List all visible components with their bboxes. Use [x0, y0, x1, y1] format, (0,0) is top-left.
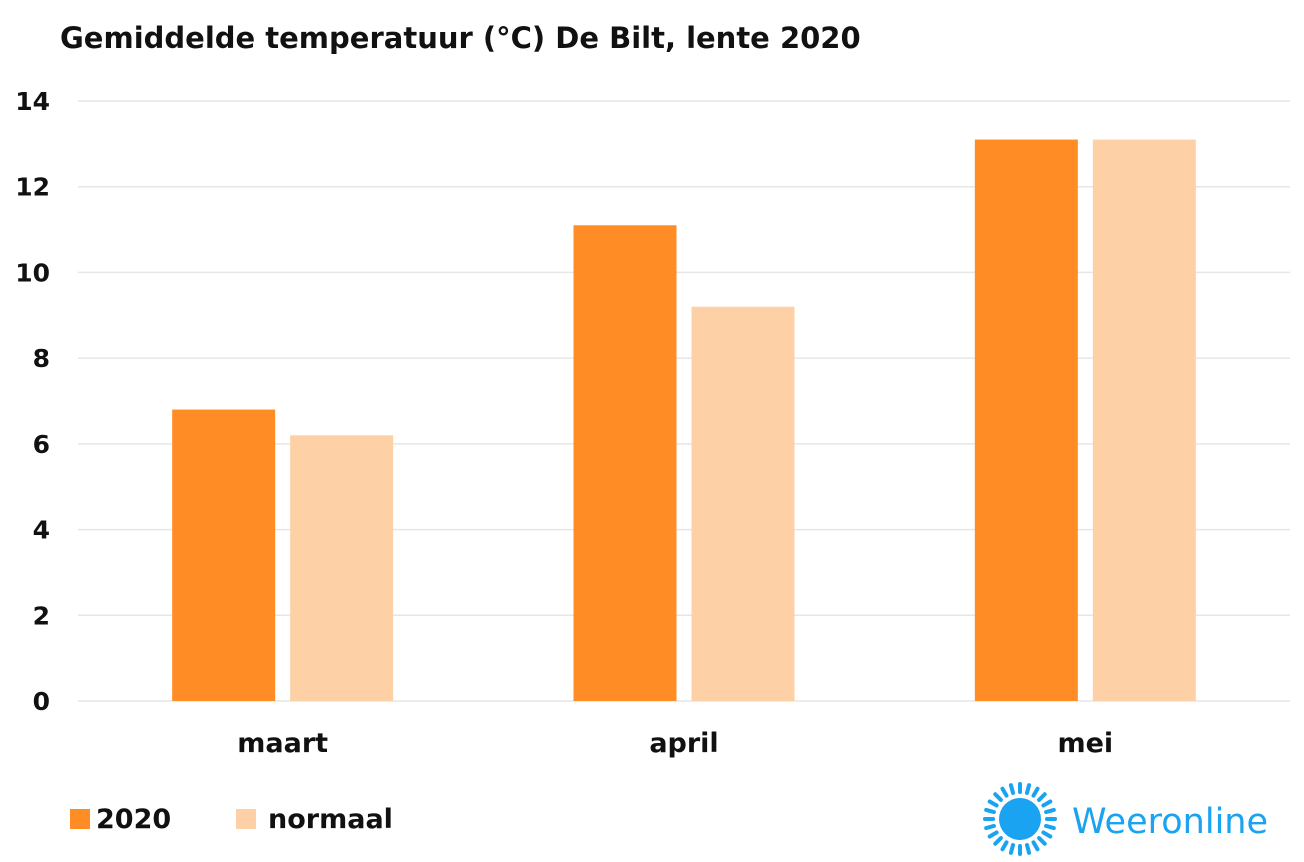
sun-ray: [984, 807, 996, 815]
sun-ray: [1008, 843, 1016, 855]
x-tick-label: april: [649, 728, 718, 759]
legend-label-2020: 2020: [96, 804, 171, 835]
bar-2020-april: [573, 225, 677, 702]
sun-ray: [1024, 843, 1032, 855]
x-tick-label: maart: [237, 728, 328, 759]
grid-lines: [78, 100, 1290, 702]
sun-ray: [987, 799, 999, 808]
sun-icon: [983, 782, 1057, 856]
sun-ray: [1000, 840, 1009, 852]
sun-ray: [1041, 830, 1053, 839]
y-tick-label: 2: [33, 601, 50, 630]
sun-ray: [1044, 823, 1056, 831]
bar-2020-maart: [172, 409, 276, 701]
sun-ray: [1000, 786, 1009, 798]
sun-ray: [1041, 799, 1053, 808]
sun-ray: [1037, 792, 1047, 802]
y-tick-label: 8: [33, 344, 50, 373]
sun-ray: [993, 792, 1003, 802]
bar-normaal-april: [691, 306, 795, 701]
legend-swatch-2020: [70, 809, 90, 829]
legend-swatch-normaal: [236, 809, 256, 829]
bar-normaal-maart: [290, 435, 394, 701]
y-tick-label: 4: [33, 516, 50, 545]
weeronline-logo: Weeronline: [983, 782, 1268, 856]
sun-ray: [1031, 786, 1040, 798]
legend: 2020 normaal: [70, 804, 393, 835]
x-axis-labels: maart april mei: [237, 728, 1113, 759]
bar-normaal-mei: [1092, 139, 1196, 702]
y-tick-label: 12: [15, 173, 50, 202]
sun-ray: [1008, 783, 1016, 795]
y-tick-label: 10: [15, 258, 50, 287]
sun-core: [999, 798, 1041, 840]
sun-ray: [984, 823, 996, 831]
sun-ray: [1024, 783, 1032, 795]
y-axis-ticks: 0 2 4 6 8 10 12 14: [15, 87, 50, 716]
sun-ray: [1031, 840, 1040, 852]
y-tick-label: 14: [15, 87, 50, 116]
chart-title: Gemiddelde temperatuur (°C) De Bilt, len…: [60, 21, 861, 55]
sun-ray: [987, 830, 999, 839]
y-tick-label: 0: [33, 687, 50, 716]
logo-text: Weeronline: [1072, 802, 1268, 842]
legend-label-normaal: normaal: [268, 804, 393, 835]
sun-ray: [993, 836, 1003, 846]
bar-2020-mei: [974, 139, 1078, 702]
x-tick-label: mei: [1057, 728, 1113, 759]
y-tick-label: 6: [33, 430, 50, 459]
bars: [172, 139, 1196, 702]
sun-ray: [1037, 836, 1047, 846]
sun-ray: [1044, 807, 1056, 815]
